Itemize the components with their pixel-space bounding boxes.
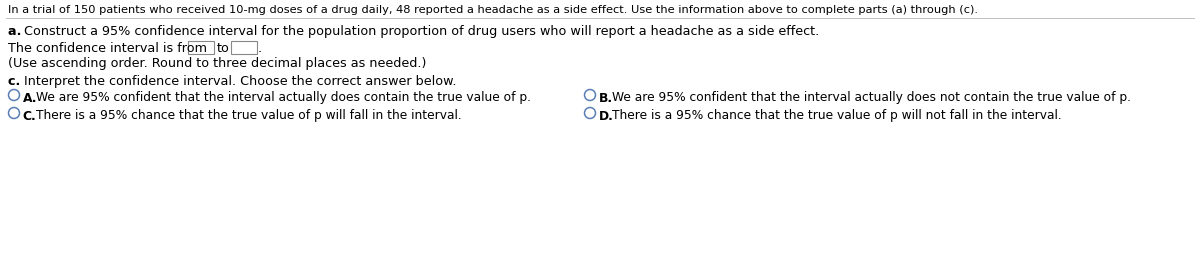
Text: Interpret the confidence interval. Choose the correct answer below.: Interpret the confidence interval. Choos… [24,75,456,88]
Text: B.: B. [599,92,613,105]
Text: to: to [217,42,230,55]
Text: (Use ascending order. Round to three decimal places as needed.): (Use ascending order. Round to three dec… [8,57,426,70]
Text: .: . [258,42,262,55]
Text: There is a 95% chance that the true value of p will fall in the interval.: There is a 95% chance that the true valu… [36,109,462,122]
Text: D.: D. [599,109,613,122]
Text: A.: A. [23,92,37,105]
Text: In a trial of 150 patients who received 10-mg doses of a drug daily, 48 reported: In a trial of 150 patients who received … [8,5,978,15]
Text: c.: c. [8,75,25,88]
Text: C.: C. [23,109,36,122]
Text: There is a 95% chance that the true value of p will not fall in the interval.: There is a 95% chance that the true valu… [612,109,1062,122]
FancyBboxPatch shape [188,41,214,54]
Text: We are 95% confident that the interval actually does not contain the true value : We are 95% confident that the interval a… [612,92,1132,105]
FancyBboxPatch shape [230,41,257,54]
Text: We are 95% confident that the interval actually does contain the true value of p: We are 95% confident that the interval a… [36,92,532,105]
Text: The confidence interval is from: The confidence interval is from [8,42,208,55]
Text: a.: a. [8,25,26,38]
Text: Construct a 95% confidence interval for the population proportion of drug users : Construct a 95% confidence interval for … [24,25,820,38]
